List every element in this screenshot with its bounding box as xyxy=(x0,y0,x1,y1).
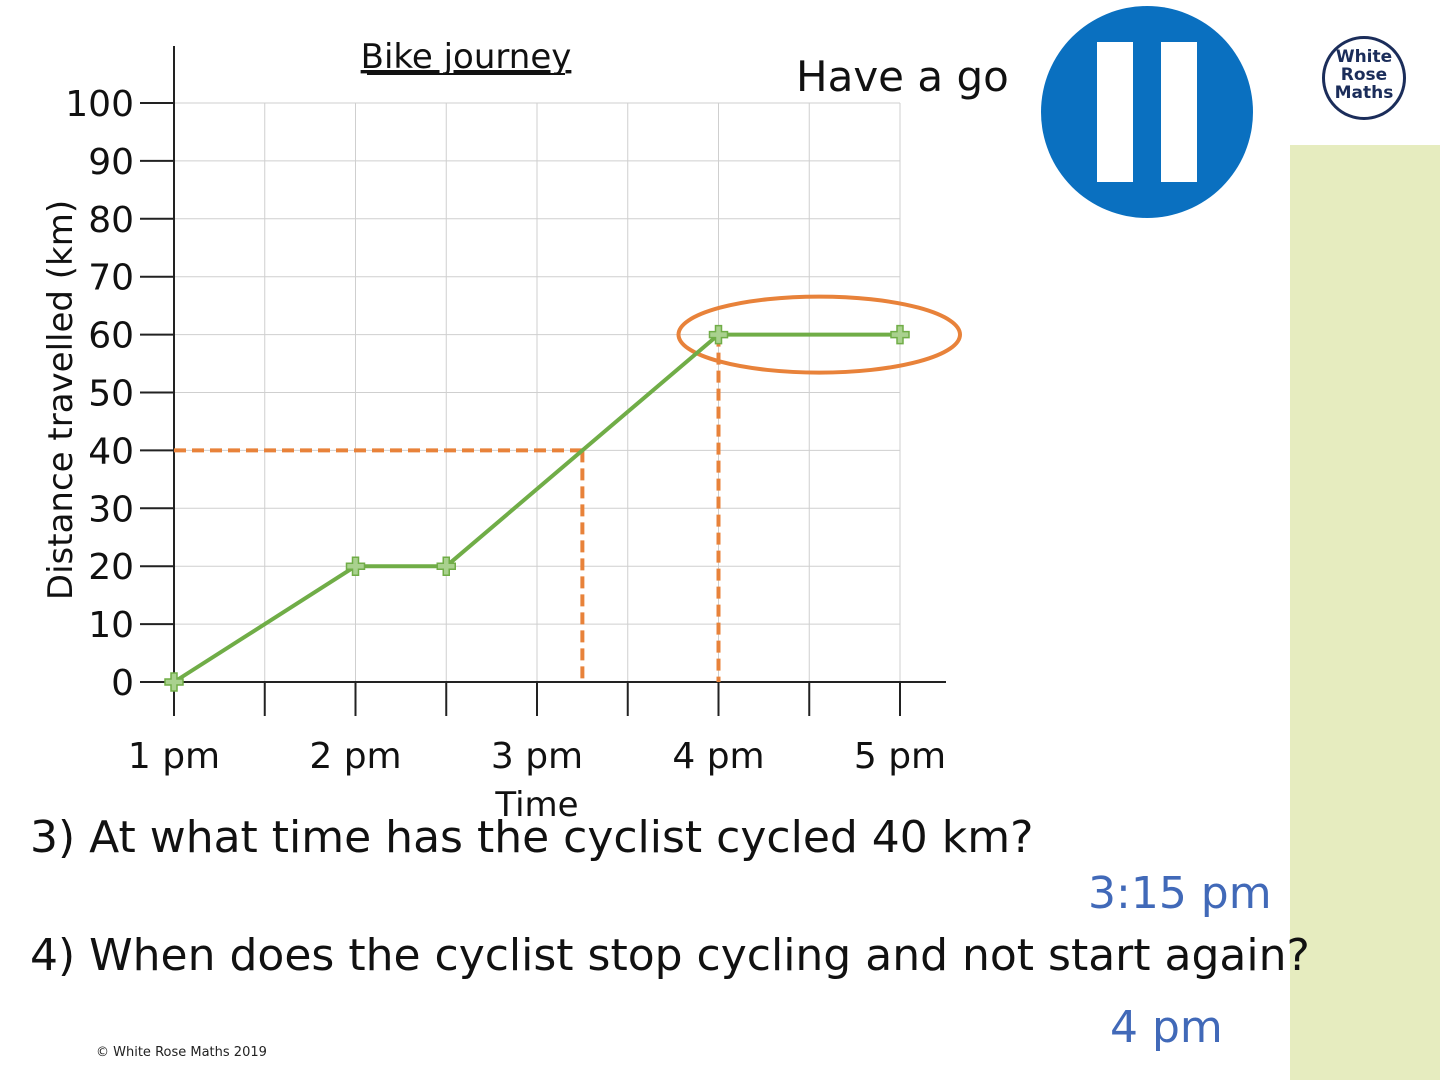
x-tick-label: 4 pm xyxy=(672,736,764,777)
question-4: 4) When does the cyclist stop cycling an… xyxy=(30,930,1310,981)
data-point-marker xyxy=(345,556,366,576)
y-tick-label: 80 xyxy=(88,200,134,241)
x-tick-label: 2 pm xyxy=(309,736,401,777)
y-tick-label: 20 xyxy=(88,547,134,588)
y-tick-label: 70 xyxy=(88,258,134,299)
y-tick-label: 90 xyxy=(88,142,134,183)
have-a-go-heading: Have a go xyxy=(796,52,1009,101)
y-tick-label: 100 xyxy=(65,84,134,125)
x-tick-label: 5 pm xyxy=(854,736,946,777)
bike-journey-chart: 0 10 20 30 40 50 60 70 80 90 100 1 pm 2 pm 3 pm 4 pm 5 … xyxy=(41,37,962,825)
sidebar-panel xyxy=(1290,145,1440,1080)
white-rose-maths-logo: White Rose Maths xyxy=(1322,36,1406,120)
x-tick-label: 1 pm xyxy=(128,736,220,777)
answer-3: 3:15 pm xyxy=(1088,868,1272,919)
y-tick-label: 10 xyxy=(88,605,134,646)
chart-grid xyxy=(174,102,901,682)
answer-4: 4 pm xyxy=(1110,1002,1223,1053)
question-3: 3) At what time has the cyclist cycled 4… xyxy=(30,812,1034,863)
pause-icon[interactable] xyxy=(1041,6,1253,218)
data-point-marker xyxy=(890,324,910,345)
chart-series xyxy=(164,324,910,692)
chart-axes xyxy=(140,46,946,716)
chart-labels: 0 10 20 30 40 50 60 70 80 90 100 1 pm 2 pm 3 pm 4 pm 5 … xyxy=(41,37,946,825)
chart-guides xyxy=(174,294,962,682)
chart-title: Bike journey xyxy=(361,37,572,77)
y-tick-label: 60 xyxy=(88,316,134,357)
y-axis-label: Distance travelled (km) xyxy=(41,200,81,600)
data-point-marker xyxy=(708,324,729,345)
y-tick-label: 50 xyxy=(88,374,134,415)
x-tick-label: 3 pm xyxy=(491,736,583,777)
data-point-marker xyxy=(164,672,184,692)
highlight-ellipse xyxy=(676,294,962,375)
y-tick-label: 0 xyxy=(111,663,134,704)
y-tick-label: 30 xyxy=(88,489,134,530)
pause-bar-right xyxy=(1161,42,1197,182)
copyright: © White Rose Maths 2019 xyxy=(96,1045,267,1060)
y-tick-label: 40 xyxy=(88,431,134,472)
x-axis-label: Time xyxy=(494,785,578,825)
data-point-marker xyxy=(436,556,456,576)
pause-bar-left xyxy=(1097,42,1133,182)
